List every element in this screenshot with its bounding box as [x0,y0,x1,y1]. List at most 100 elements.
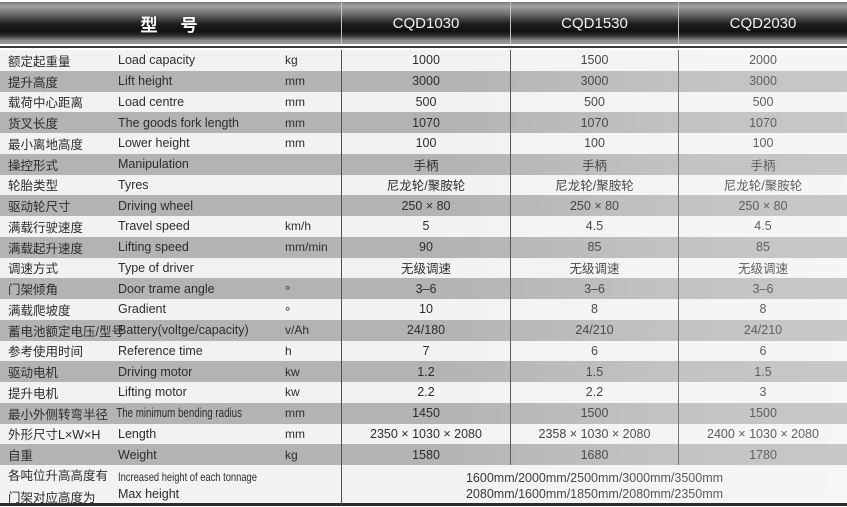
column-header-cqd1030: CQD1030 [341,2,510,44]
row-value-cqd2030: 8 [678,299,847,320]
row-label-en: Battery(voltge/capacity) [118,323,249,338]
row-value-cqd1530: 85 [510,236,678,258]
spec-row: 载荷中心距离 Load centre mm 500 500 500 [0,91,847,113]
footer-value: 1600mm/2000mm/2500mm/3000mm/3500mm 2080m… [341,465,847,506]
spec-row: 货叉长度 The goods fork length mm 1070 1070 1070 [0,112,847,133]
row-unit: kg [285,53,298,68]
row-value-cqd1030: 1070 [341,112,510,133]
row-value-cqd1030: 2350 × 1030 × 2080 [341,423,510,445]
row-unit: v/Ah [285,323,310,338]
row-value-cqd2030: 1.5 [678,361,847,382]
spec-row: 满载行驶速度 Travel speed km/h 5 4.5 4.5 [0,216,847,237]
row-value-cqd2030: 手柄 [678,153,847,175]
row-value-cqd2030: 3000 [678,70,847,92]
row-unit: mm [285,136,305,151]
spec-row: 蓄电池额定电压/型号 Battery(voltge/capacity) v/Ah 24… [0,319,847,341]
footer-label-cn-line2: 门架对应高度为 [8,491,96,505]
row-label-en: Tyres [118,177,149,192]
row-label-cn: 驱动电机 [8,366,59,381]
row-unit: mm [285,94,305,109]
spec-row: 外形尺寸L×W×H Length mm 2350 × 1030 × 2080 2358 … [0,423,847,445]
row-label-en: Lift height [118,74,173,89]
row-value-cqd1030: 250 × 80 [341,195,510,216]
spec-row: 参考使用时间 Reference time h 7 6 6 [0,340,847,362]
row-value-cqd1530: 2358 × 1030 × 2080 [510,423,678,445]
row-value-cqd1530: 24/210 [510,319,678,341]
row-value-cqd2030: 1070 [678,112,847,133]
header-gap-2 [0,48,847,50]
row-label-cn: 操控形式 [8,158,59,173]
row-value-cqd2030: 100 [678,133,847,154]
spec-row: 满载爬坡度 Gradient ° 10 8 8 [0,299,847,320]
row-label-en: Manipulation [118,157,189,172]
row-label-en: Door trame angle [118,281,215,296]
row-value-cqd1530: 3–6 [510,278,678,299]
row-value-cqd1030: 1580 [341,444,510,465]
spec-row: 门架倾角 Door trame angle ° 3–6 3–6 3–6 [0,278,847,299]
bottom-border [0,503,847,506]
row-label-cn: 满载爬坡度 [8,303,71,318]
row-label-en: Load capacity [118,53,196,68]
row-value-cqd2030: 24/210 [678,319,847,341]
row-value-cqd1530: 6 [510,340,678,362]
row-label-cn: 最小外侧转弯半径 [8,407,109,422]
spec-row: 调速方式 Type of driver 无级调速 无级调速 无级调速 [0,257,847,279]
row-value-cqd1030: 无级调速 [341,257,510,279]
spec-row: 操控形式 Manipulation 手柄 手柄 手柄 [0,153,847,175]
row-unit: mm [285,406,305,421]
column-header-cqd2030: CQD2030 [678,2,847,44]
spec-row: 提升高度 Lift height mm 3000 3000 3000 [0,70,847,92]
row-unit: mm [285,115,305,130]
row-value-cqd1530: 3000 [510,70,678,92]
footer-label-cn: 各吨位升高高度有 门架对应高度为 [0,465,110,506]
row-value-cqd2030: 尼龙轮/聚胺轮 [678,174,847,196]
row-label-en: Driving wheel [118,198,194,213]
footer-value-line2: 2080mm/1600mm/1850mm/2080mm/2350mm [465,486,724,501]
row-value-cqd1030: 1.2 [341,361,510,382]
row-unit: ° [285,283,291,299]
footer-label-cn-line1: 各吨位升高高度有 [8,469,109,483]
row-label-en: Weight [118,447,157,462]
row-label-cn: 调速方式 [8,262,59,277]
row-value-cqd1030: 500 [341,91,510,113]
row-value-cqd2030: 4.5 [678,216,847,237]
spec-row: 额定起重量 Load capacity kg 1000 1500 2000 [0,50,847,71]
top-margin [0,0,847,2]
row-value-cqd1030: 1450 [341,402,510,424]
row-label-cn: 自重 [8,449,34,464]
row-value-cqd2030: 3–6 [678,278,847,299]
row-unit: h [285,343,292,358]
row-value-cqd1530: 2.2 [510,382,678,403]
row-value-cqd2030: 3 [678,382,847,403]
row-value-cqd1530: 250 × 80 [510,195,678,216]
spec-row: 提升电机 Lifting motor kw 2.2 2.2 3 [0,382,847,403]
row-unit: ° [285,303,291,319]
row-unit: km/h [285,219,312,234]
row-value-cqd2030: 2400 × 1030 × 2080 [678,423,847,445]
row-value-cqd1530: 尼龙轮/聚胺轮 [510,174,678,196]
row-label-en: Length [118,426,157,441]
row-value-cqd1530: 1500 [510,402,678,424]
row-value-cqd2030: 500 [678,91,847,113]
row-label-en: The minimum bending radius [116,406,242,421]
row-value-cqd1030: 1000 [341,50,510,71]
row-label-cn: 满载起升速度 [8,241,84,256]
row-value-cqd1030: 尼龙轮/聚胺轮 [341,174,510,196]
row-unit: mm [285,426,305,441]
row-value-cqd1030: 3–6 [341,278,510,299]
row-value-cqd1530: 1070 [510,112,678,133]
row-label-cn: 轮胎类型 [8,179,59,194]
row-value-cqd1030: 24/180 [341,319,510,341]
row-label-en: Driving motor [118,364,193,379]
row-label-cn: 最小离地高度 [8,137,84,152]
row-value-cqd1530: 500 [510,91,678,113]
column-header-cqd1530: CQD1530 [510,2,678,44]
row-label-en: Gradient [118,302,166,317]
row-value-cqd1030: 手柄 [341,153,510,175]
spec-body: 额定起重量 Load capacity kg 1000 1500 2000 提升高度 Lift… [0,50,847,506]
footer-label-en-line1: Increased height of each tonnage [118,470,257,484]
header-divider [0,46,847,48]
header-gap [0,44,847,46]
row-label-cn: 额定起重量 [8,54,71,69]
